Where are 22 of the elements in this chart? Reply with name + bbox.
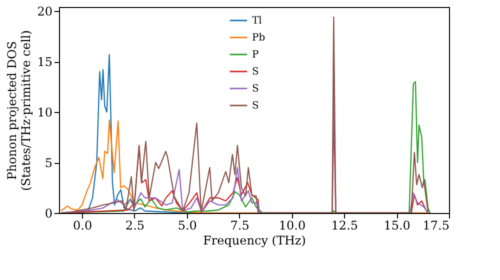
x-tick-label: 2.5 bbox=[125, 218, 145, 232]
x-axis-title: Frequency (THz) bbox=[203, 234, 306, 248]
x-tick-label: 5.0 bbox=[178, 218, 197, 232]
y-tick-label: 20 bbox=[37, 4, 52, 19]
legend-label: S bbox=[252, 100, 259, 112]
x-tick-label: 12.5 bbox=[331, 218, 358, 232]
legend-label: S bbox=[252, 84, 259, 94]
x-tick-label: 17.5 bbox=[422, 218, 450, 232]
y-tick-label: 15 bbox=[37, 55, 52, 70]
x-tick-label: 10.0 bbox=[278, 218, 306, 232]
x-tick-label: 15.0 bbox=[384, 218, 410, 232]
y-tick-label: 0 bbox=[44, 206, 52, 220]
y-tick-label: 5 bbox=[44, 156, 52, 170]
legend-label: S bbox=[252, 66, 259, 78]
line-series bbox=[60, 16, 429, 213]
x-tick-label: 0.0 bbox=[73, 218, 92, 232]
legend-label: P bbox=[252, 50, 259, 60]
legend-label: Tl bbox=[252, 16, 262, 26]
legend-label: Pb bbox=[252, 32, 266, 44]
x-tick-label: 7.5 bbox=[230, 218, 250, 232]
y-axis-title: Phonon projected DOS (States/THz·primitive cell) bbox=[5, 30, 34, 191]
y-tick-label: 10 bbox=[37, 106, 52, 120]
